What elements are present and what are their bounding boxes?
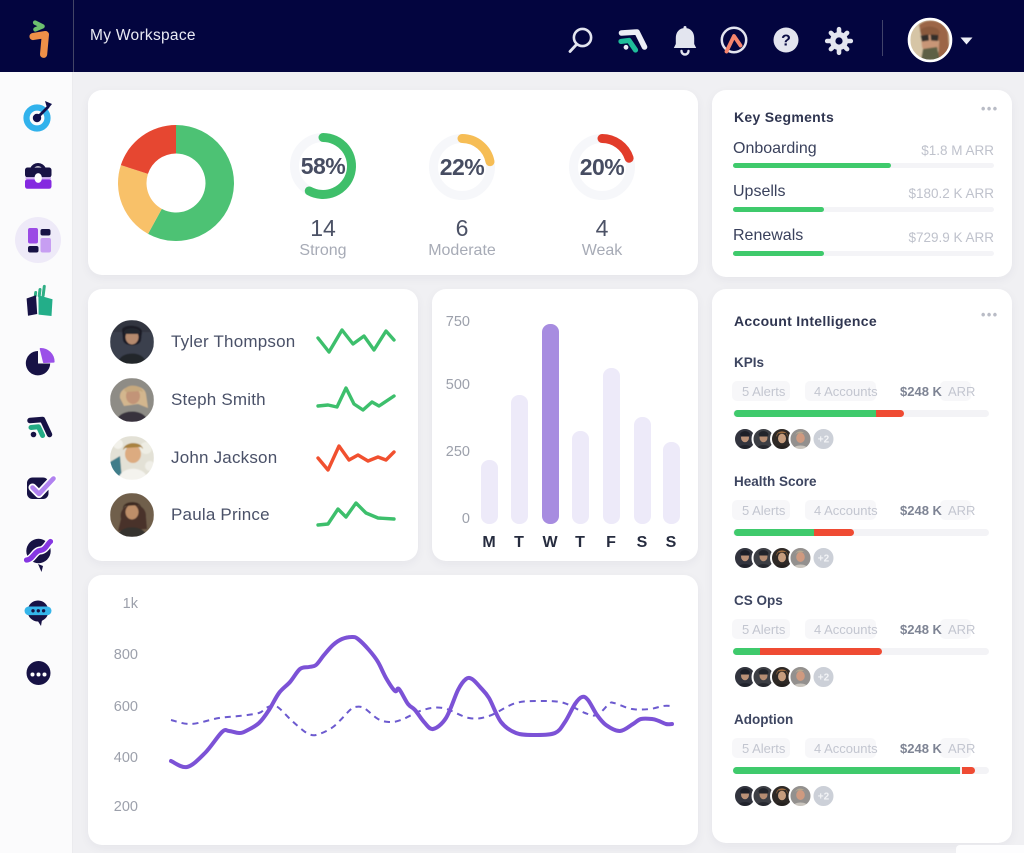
svg-text:?: ? (781, 33, 791, 50)
